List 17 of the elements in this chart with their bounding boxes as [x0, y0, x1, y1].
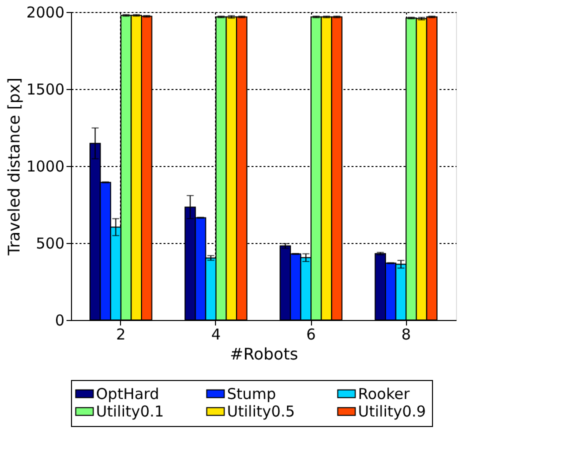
legend-label: Utility0.9	[358, 402, 426, 420]
legend-label: OptHard	[96, 384, 160, 403]
y-tick-label: 0	[54, 312, 64, 330]
legend-label: Stump	[227, 384, 276, 403]
x-tick-label: 4	[211, 326, 221, 344]
y-tick-label: 2000	[26, 4, 64, 22]
x-axis-title: #Robots	[230, 344, 298, 364]
legend-label: Utility0.5	[227, 402, 295, 420]
x-tick-label: 2	[116, 326, 126, 344]
y-tick-label: 1000	[26, 158, 64, 176]
x-tick-label: 8	[401, 326, 411, 344]
legend-label: Rooker	[358, 384, 410, 403]
legend-label: Utility0.1	[96, 402, 164, 420]
x-tick-label: 6	[306, 326, 316, 344]
y-tick-label: 500	[36, 234, 64, 252]
y-axis-title: Traveled distance [px]	[4, 78, 24, 256]
y-tick-label: 1500	[26, 80, 64, 98]
